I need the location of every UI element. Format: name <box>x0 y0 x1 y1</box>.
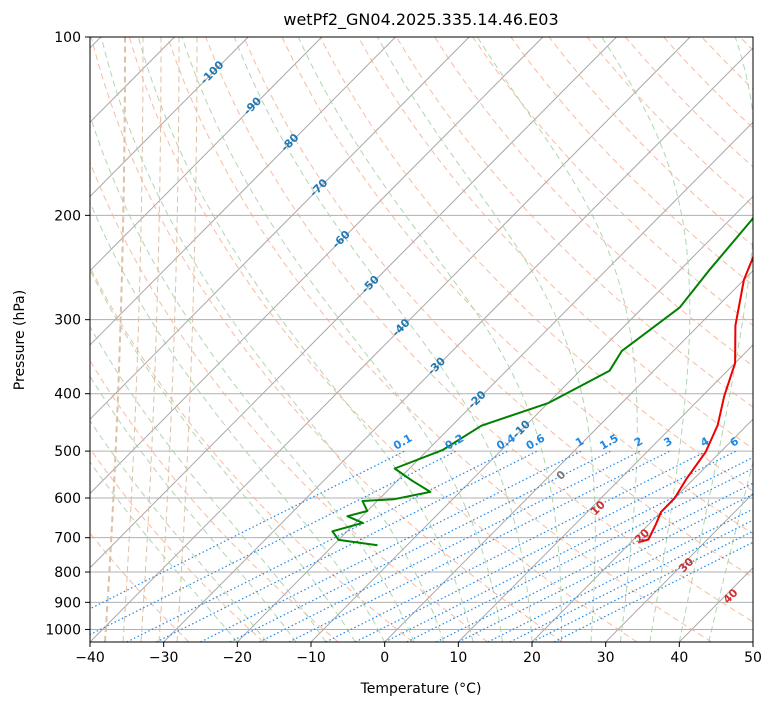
theta-e-line <box>105 37 125 642</box>
mixing-ratio-line <box>488 451 775 642</box>
x-tick-label: 40 <box>670 650 688 666</box>
y-tick-label: 500 <box>54 444 81 460</box>
dry-adiabat-line <box>15 37 413 642</box>
mixing-ratio-label: 2 <box>632 435 645 450</box>
temperature-profile-line <box>638 42 775 542</box>
mixing-ratio-line <box>510 451 775 642</box>
y-axis-label: Pressure (hPa) <box>12 290 28 390</box>
moist-adiabat-line <box>477 37 637 642</box>
x-tick-label: 0 <box>380 650 389 666</box>
moist-adiabat-line <box>182 37 503 642</box>
moist-adiabat-line <box>234 37 532 642</box>
moist-adiabat-line <box>0 37 296 642</box>
dry-adiabat-line <box>320 37 775 642</box>
dry-adiabat-line <box>0 37 263 642</box>
dry-adiabat-line <box>549 37 775 642</box>
dry-adiabat-line <box>129 37 637 642</box>
y-tick-label: 1000 <box>45 622 81 638</box>
isotherm-line <box>237 37 775 642</box>
dry-adiabat-line <box>435 37 775 642</box>
isotherm-line <box>164 37 764 642</box>
mixing-ratio-label: 1 <box>573 435 586 450</box>
y-tick-label: 700 <box>54 531 81 547</box>
wet-bulb-label: 0 <box>554 468 569 483</box>
dry-adiabat-line <box>282 37 775 642</box>
dry-adiabat-line <box>473 37 775 642</box>
moist-adiabat-line <box>42 37 385 642</box>
moist-adiabat-line <box>378 37 596 642</box>
y-tick-label: 400 <box>54 387 81 403</box>
y-tick-label: 300 <box>54 313 81 329</box>
moist-adiabat-line <box>298 37 561 642</box>
mixing-ratio-label: 8 <box>757 435 770 450</box>
y-tick-label: 900 <box>54 595 81 611</box>
moist-adiabat-line <box>602 37 690 642</box>
isotherm-line <box>0 37 469 642</box>
y-tick-label: 200 <box>54 208 81 224</box>
y-tick-label: 600 <box>54 491 81 507</box>
wet-bulb-label: 10 <box>588 498 608 518</box>
x-tick-label: −30 <box>149 650 179 666</box>
x-tick-label: 20 <box>523 650 541 666</box>
dewpoint-profile-line <box>332 42 775 545</box>
moist-adiabat-line <box>709 37 775 642</box>
y-tick-label: 100 <box>54 30 81 46</box>
mixing-ratio-line <box>554 451 775 642</box>
dry-adiabat-line <box>664 37 775 642</box>
isotherm-line <box>90 37 690 642</box>
dry-adiabat-line <box>740 37 775 642</box>
isotherm-line <box>458 37 775 642</box>
x-tick-label: −40 <box>75 650 105 666</box>
y-tick-label: 800 <box>54 565 81 581</box>
x-tick-label: −10 <box>296 650 326 666</box>
wet-bulb-label: 20 <box>632 526 652 546</box>
mixing-ratio-label: 1.5 <box>597 432 620 453</box>
mixing-ratio-line <box>458 451 775 642</box>
moist-adiabat-line <box>101 37 443 642</box>
mixing-ratio-label: 3 <box>661 435 674 450</box>
mixing-ratio-line <box>230 451 611 642</box>
mixing-ratio-label: 0.1 <box>391 432 414 453</box>
isotherm-line <box>311 37 775 642</box>
isotherm-line <box>0 37 543 642</box>
x-tick-label: 10 <box>449 650 467 666</box>
x-axis-label: Temperature (°C) <box>360 681 482 697</box>
x-tick-label: 30 <box>597 650 615 666</box>
mixing-ratio-label: 0.6 <box>524 431 548 452</box>
moist-adiabat-line <box>69 37 414 642</box>
theta-e-line <box>123 37 143 642</box>
isotherm-line <box>679 37 775 642</box>
isotherm-line <box>753 37 775 642</box>
moist-adiabat-line <box>0 37 267 642</box>
mixing-ratio-line <box>201 451 582 642</box>
mixing-ratio-label: 6 <box>728 434 741 449</box>
x-tick-label: 50 <box>744 650 762 666</box>
moist-adiabat-line <box>17 37 355 642</box>
chart-title: wetPf2_GN04.2025.335.14.46.E03 <box>283 10 558 30</box>
mixing-ratio-line <box>407 451 775 642</box>
x-tick-label: −20 <box>223 650 253 666</box>
mixing-ratio-label: 0.2 <box>443 432 466 453</box>
isotherm-line <box>16 37 616 642</box>
dry-adiabat-line <box>53 37 488 642</box>
